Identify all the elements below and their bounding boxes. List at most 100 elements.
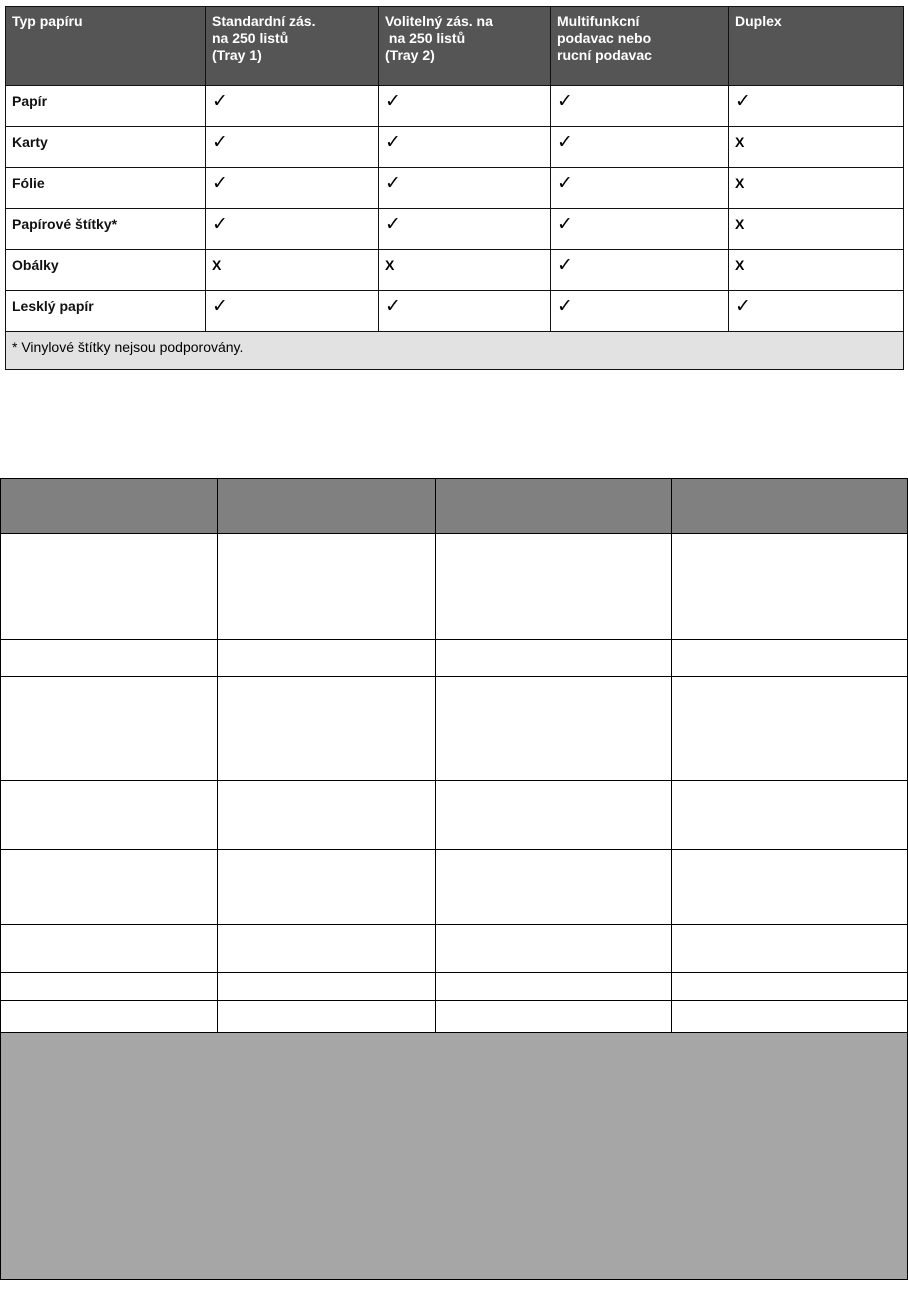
table-row [0, 924, 908, 973]
checkmark-icon: ✓ [557, 295, 573, 317]
empty-cell [0, 533, 218, 640]
support-cell: X [378, 249, 551, 291]
footnote-row: * Vinylové štítky nejsou podporovány. [5, 331, 904, 370]
cross-icon: X [735, 175, 745, 191]
header-cell [671, 478, 908, 534]
checkmark-icon: ✓ [212, 213, 228, 235]
table-row [0, 639, 908, 677]
empty-table [0, 478, 908, 1280]
header-line: Duplex [735, 13, 782, 29]
checkmark-icon: ✓ [212, 90, 228, 112]
row-label: Obálky [5, 249, 206, 291]
row-label: Papírové štítky* [5, 208, 206, 250]
header-line: Volitelný zás. na [385, 13, 493, 29]
table-row: Papír ✓ ✓ ✓ ✓ [5, 85, 904, 127]
table-row [0, 1000, 908, 1033]
support-cell: ✓ [728, 85, 904, 127]
row-label: Papír [5, 85, 206, 127]
checkmark-icon: ✓ [385, 295, 401, 317]
table-header-row: Typ papíru Standardní zás. na 250 listů … [5, 6, 904, 86]
empty-cell [217, 1000, 436, 1033]
empty-cell [217, 924, 436, 973]
support-cell: ✓ [378, 85, 551, 127]
cross-icon: X [735, 216, 745, 232]
support-cell: ✓ [550, 208, 729, 250]
header-line: Standardní zás. [212, 13, 316, 29]
support-cell: ✓ [378, 167, 551, 209]
checkmark-icon: ✓ [212, 131, 228, 153]
empty-cell [217, 676, 436, 781]
checkmark-icon: ✓ [557, 172, 573, 194]
header-tray-2: Volitelný zás. na na 250 listů (Tray 2) [378, 6, 551, 86]
row-label: Fólie [5, 167, 206, 209]
empty-cell [435, 1000, 672, 1033]
header-line: rucní podavac [557, 47, 652, 63]
support-cell: ✓ [550, 290, 729, 332]
checkmark-icon: ✓ [385, 90, 401, 112]
empty-cell [671, 849, 908, 925]
support-cell: X [205, 249, 379, 291]
table-row: Karty ✓ ✓ ✓ X [5, 126, 904, 168]
table-row: Lesklý papír ✓ ✓ ✓ ✓ [5, 290, 904, 332]
checkmark-icon: ✓ [385, 172, 401, 194]
support-cell: X [728, 126, 904, 168]
cross-icon: X [735, 134, 745, 150]
empty-cell [671, 1000, 908, 1033]
support-cell: ✓ [205, 290, 379, 332]
empty-cell [671, 924, 908, 973]
header-line: Typ papíru [12, 13, 83, 29]
support-cell: ✓ [205, 85, 379, 127]
checkmark-icon: ✓ [385, 213, 401, 235]
table-row: Fólie ✓ ✓ ✓ X [5, 167, 904, 209]
header-cell [217, 478, 436, 534]
table-row [0, 780, 908, 850]
header-cell [0, 478, 218, 534]
empty-cell [435, 924, 672, 973]
empty-cell [435, 849, 672, 925]
cross-icon: X [735, 257, 745, 273]
empty-cell [435, 780, 672, 850]
support-cell: ✓ [550, 249, 729, 291]
table-row [0, 533, 908, 640]
support-cell: ✓ [378, 126, 551, 168]
support-cell: ✓ [550, 167, 729, 209]
shaded-footer-row [0, 1032, 908, 1280]
footnote: * Vinylové štítky nejsou podporovány. [5, 331, 904, 370]
header-line: (Tray 1) [212, 47, 262, 63]
empty-cell [671, 972, 908, 1001]
support-cell: ✓ [550, 85, 729, 127]
row-label: Lesklý papír [5, 290, 206, 332]
empty-cell [217, 639, 436, 677]
header-multipurpose-feeder: Multifunkcní podavac nebo rucní podavac [550, 6, 729, 86]
empty-cell [0, 639, 218, 677]
support-cell: ✓ [205, 126, 379, 168]
support-cell: X [728, 208, 904, 250]
empty-cell [671, 780, 908, 850]
empty-cell [671, 533, 908, 640]
table-row [0, 849, 908, 925]
checkmark-icon: ✓ [735, 90, 751, 112]
cross-icon: X [212, 257, 222, 273]
empty-cell [217, 849, 436, 925]
empty-cell [435, 533, 672, 640]
header-line: na 250 listů [212, 30, 289, 46]
checkmark-icon: ✓ [557, 213, 573, 235]
empty-cell [671, 639, 908, 677]
empty-cell [0, 780, 218, 850]
header-line: Multifunkcní [557, 13, 640, 29]
support-cell: X [728, 249, 904, 291]
empty-cell [435, 972, 672, 1001]
support-cell: X [728, 167, 904, 209]
support-cell: ✓ [205, 167, 379, 209]
shaded-cell [0, 1032, 908, 1280]
empty-cell [0, 849, 218, 925]
empty-cell [217, 972, 436, 1001]
table-row [0, 676, 908, 781]
checkmark-icon: ✓ [557, 131, 573, 153]
checkmark-icon: ✓ [735, 295, 751, 317]
header-line: (Tray 2) [385, 47, 435, 63]
table-row: Obálky X X ✓ X [5, 249, 904, 291]
header-line: podavac nebo [557, 30, 652, 46]
support-cell: ✓ [378, 208, 551, 250]
empty-cell [0, 1000, 218, 1033]
